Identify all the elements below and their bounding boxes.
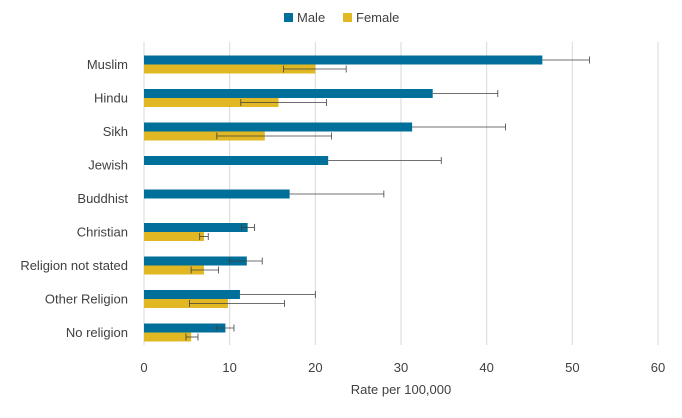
x-axis-ticks: 0 10 20 30 40 50 60 <box>140 360 665 375</box>
category-label: Religion not stated <box>20 258 128 273</box>
bar-male <box>144 256 247 266</box>
bar-male <box>144 156 329 165</box>
bar-female <box>144 64 316 74</box>
x-axis-title: Rate per 100,000 <box>351 382 451 397</box>
bar-male <box>144 223 248 232</box>
legend: Male Female <box>284 10 399 25</box>
category-label: Other Religion <box>45 292 128 307</box>
bar-female <box>144 299 228 308</box>
category-label: Muslim <box>87 57 128 72</box>
category-label: Christian <box>77 225 128 240</box>
x-tick-label: 60 <box>651 360 665 375</box>
bar-male <box>144 323 226 333</box>
bar-female <box>144 232 204 241</box>
legend-label-female: Female <box>356 10 399 25</box>
bar-female <box>144 332 192 342</box>
bar-female <box>144 265 204 275</box>
error-bars <box>185 56 590 341</box>
category-label: Hindu <box>94 91 128 106</box>
x-tick-label: 30 <box>394 360 408 375</box>
bar-male <box>144 189 290 199</box>
x-tick-label: 10 <box>222 360 236 375</box>
category-label: Buddhist <box>77 191 128 206</box>
bar-female <box>144 131 265 141</box>
bar-female <box>144 98 279 107</box>
legend-swatch-male <box>284 13 293 22</box>
legend-label-male: Male <box>297 10 325 25</box>
category-label: No religion <box>66 325 128 340</box>
bar-male <box>144 55 543 65</box>
category-label: Jewish <box>88 158 128 173</box>
x-tick-label: 40 <box>479 360 493 375</box>
legend-swatch-female <box>343 13 352 22</box>
category-label: Sikh <box>103 124 128 139</box>
category-labels: Muslim Hindu Sikh Jewish Buddhist Christian Re… <box>20 57 128 340</box>
bars <box>144 55 543 342</box>
x-tick-label: 20 <box>308 360 322 375</box>
bar-male <box>144 122 413 132</box>
bar-male <box>144 89 433 98</box>
bar-male <box>144 290 240 299</box>
x-tick-label: 0 <box>140 360 147 375</box>
x-tick-label: 50 <box>565 360 579 375</box>
